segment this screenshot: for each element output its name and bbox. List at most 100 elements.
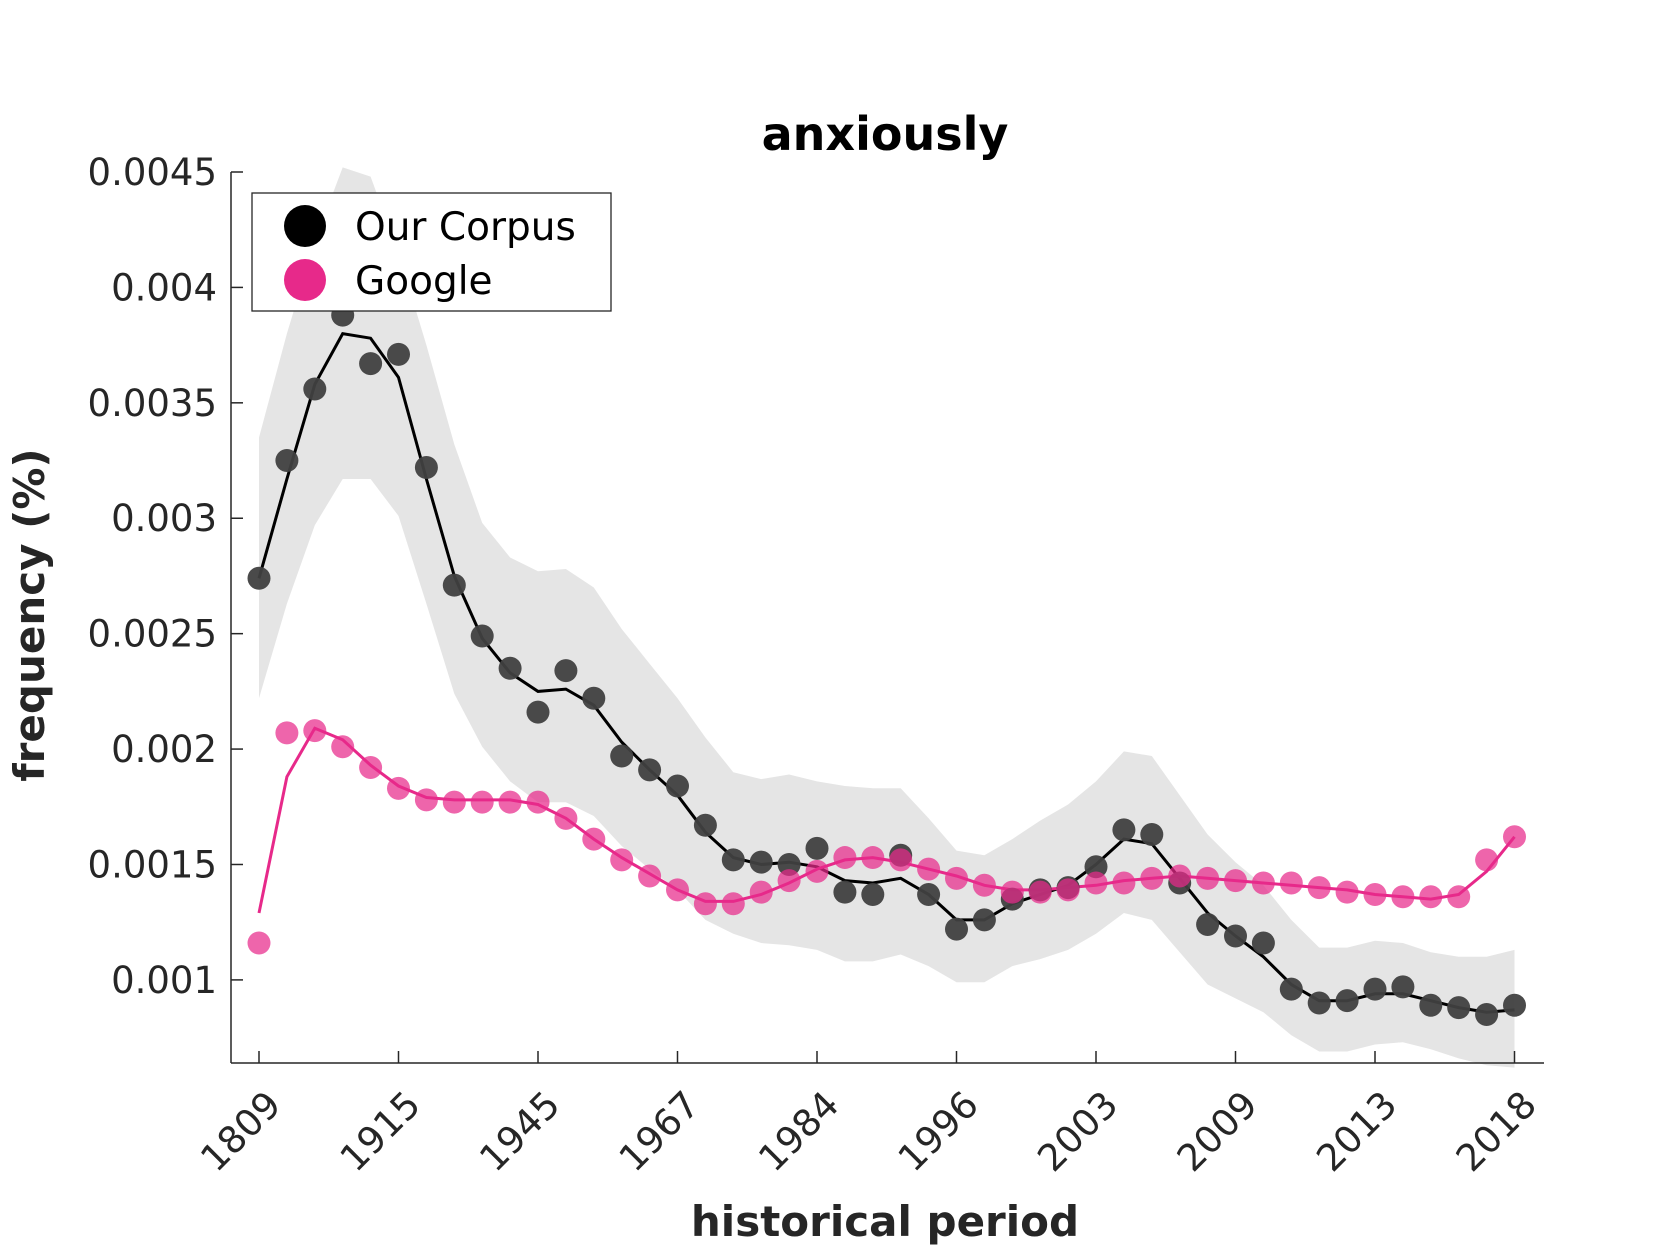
y-tick-label: 0.003 (111, 497, 217, 540)
data-point-our-corpus (1419, 993, 1443, 1017)
data-point-our-corpus (1196, 913, 1220, 937)
data-point-our-corpus (1335, 989, 1359, 1013)
trend-line-our-corpus (257, 331, 1515, 1014)
data-point-google (1028, 880, 1052, 904)
trend-line-google (257, 726, 1516, 914)
data-point-our-corpus (387, 342, 410, 366)
data-point-google (526, 790, 550, 814)
data-point-google (1224, 869, 1247, 893)
data-point-google (1279, 871, 1303, 895)
data-point-our-corpus (610, 744, 634, 768)
data-point-google (945, 866, 968, 890)
y-tick-label: 0.001 (111, 959, 217, 1002)
data-point-our-corpus (526, 700, 550, 724)
data-point-google (303, 719, 327, 743)
legend-marker-our-corpus (284, 205, 326, 247)
data-point-our-corpus (1447, 996, 1471, 1020)
data-point-google (359, 756, 383, 780)
data-point-google (1307, 876, 1331, 900)
data-point-our-corpus (861, 882, 885, 906)
data-point-our-corpus (1140, 822, 1164, 846)
data-point-our-corpus (1391, 975, 1415, 999)
data-point-google (1419, 885, 1443, 909)
data-point-google (470, 790, 494, 814)
data-point-google (1000, 880, 1024, 904)
data-point-google (861, 846, 885, 870)
data-point-our-corpus (554, 659, 578, 683)
data-point-google (387, 776, 410, 800)
legend-marker-google (284, 259, 326, 301)
data-point-google (693, 892, 717, 916)
data-point-our-corpus (749, 850, 773, 874)
data-point-our-corpus (303, 377, 327, 401)
y-tick-label: 0.002 (111, 728, 217, 771)
data-point-google (833, 846, 857, 870)
data-point-our-corpus (1084, 855, 1108, 879)
data-point-our-corpus (833, 880, 857, 904)
data-point-google (1475, 848, 1499, 872)
data-point-our-corpus (1503, 993, 1526, 1017)
legend-label-google: Google (355, 259, 493, 304)
data-point-google (1196, 866, 1220, 890)
data-point-our-corpus (972, 908, 996, 932)
data-point-our-corpus (1224, 924, 1247, 948)
legend: Our Corpus Google (251, 192, 612, 312)
data-point-our-corpus (721, 848, 745, 872)
y-tick-label: 0.004 (111, 266, 217, 309)
data-point-our-corpus (442, 573, 466, 597)
data-point-google (610, 848, 634, 872)
data-point-our-corpus (638, 758, 662, 782)
data-point-our-corpus (777, 852, 801, 876)
data-point-our-corpus (470, 624, 494, 648)
data-point-google (749, 880, 773, 904)
data-point-google (498, 790, 522, 814)
data-point-google (1056, 878, 1080, 902)
confidence-band (259, 167, 1515, 1068)
y-tick-label: 0.0025 (88, 613, 217, 656)
data-point-our-corpus (693, 813, 717, 837)
data-point-our-corpus (917, 882, 941, 906)
data-point-google (1084, 871, 1108, 895)
data-point-google (805, 859, 829, 883)
data-point-google (275, 721, 299, 745)
data-point-google (1363, 882, 1387, 906)
data-point-google (1251, 871, 1275, 895)
data-point-our-corpus (247, 566, 271, 590)
data-point-google (582, 827, 606, 851)
data-point-our-corpus (945, 917, 968, 941)
data-point-our-corpus (582, 686, 606, 710)
x-axis-label: historical period (691, 1197, 1079, 1246)
data-point-google (1503, 825, 1526, 849)
y-tick-label: 0.0015 (88, 843, 217, 886)
data-point-our-corpus (1363, 977, 1387, 1001)
data-point-our-corpus (1251, 931, 1275, 955)
data-point-google (1447, 885, 1471, 909)
data-point-our-corpus (414, 455, 438, 479)
data-point-our-corpus (805, 836, 829, 860)
y-axis-label: frequency (%) (5, 448, 54, 781)
data-point-our-corpus (275, 449, 299, 473)
data-point-google (414, 788, 438, 812)
data-point-google (972, 873, 996, 897)
data-point-google (777, 869, 801, 893)
data-point-google (442, 790, 466, 814)
legend-label-our-corpus: Our Corpus (355, 205, 576, 250)
data-point-google (1140, 866, 1164, 890)
data-point-google (721, 892, 745, 916)
data-point-google (889, 848, 913, 872)
y-tick-label: 0.0045 (88, 151, 217, 194)
data-point-google (1112, 871, 1136, 895)
chart-title: anxiously (762, 107, 1009, 161)
data-point-our-corpus (498, 656, 522, 680)
data-point-google (1335, 880, 1359, 904)
data-point-google (666, 878, 689, 902)
data-point-our-corpus (1279, 977, 1303, 1001)
data-point-google (554, 806, 578, 830)
data-point-our-corpus (1307, 991, 1331, 1015)
data-point-google (331, 735, 355, 759)
data-point-our-corpus (1475, 1003, 1499, 1027)
data-point-our-corpus (359, 352, 383, 376)
